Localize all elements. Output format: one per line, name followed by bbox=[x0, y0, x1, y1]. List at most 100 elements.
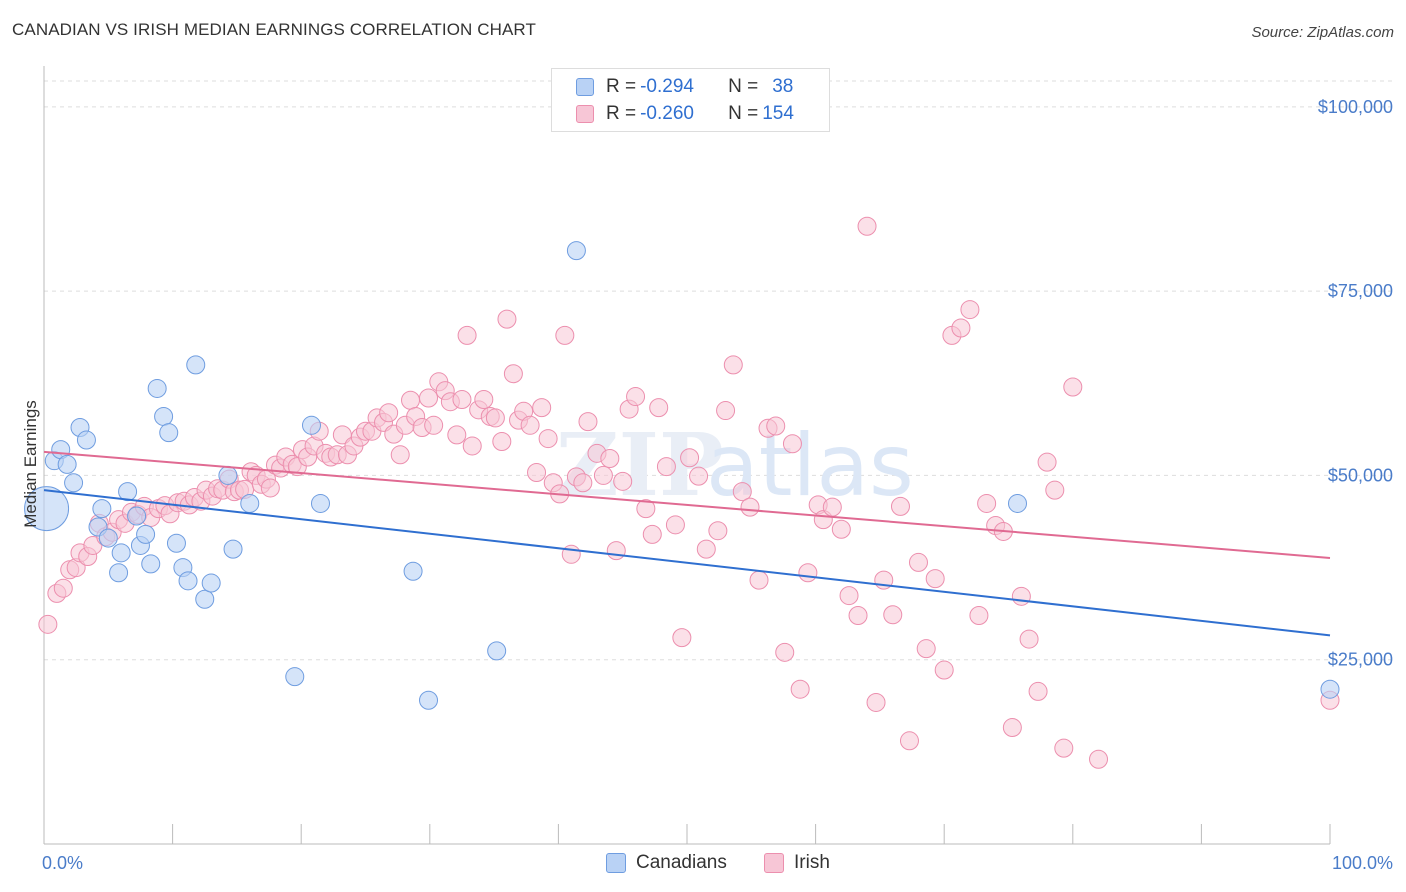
irish-point bbox=[390, 445, 410, 465]
irish-point bbox=[600, 448, 620, 468]
canadian-point bbox=[118, 482, 138, 502]
canadian-point bbox=[109, 563, 129, 583]
trend-lines bbox=[43, 450, 1331, 637]
x-tick-label: 100.0% bbox=[1332, 853, 1393, 873]
irish-point bbox=[606, 541, 626, 561]
canadian-point bbox=[201, 573, 221, 593]
irish-swatch bbox=[576, 105, 594, 123]
canadian-point bbox=[403, 561, 423, 581]
legend-n-value: 154 bbox=[762, 103, 794, 124]
y-tick-labels: $25,000 $50,000 $75,000 $100,000 bbox=[1318, 97, 1393, 670]
canadian-point bbox=[1320, 679, 1340, 699]
chart-source: Source: ZipAtlas.com bbox=[1251, 24, 1394, 41]
irish-point bbox=[716, 401, 736, 421]
irish-point bbox=[538, 429, 558, 449]
irish-point bbox=[527, 462, 547, 482]
irish-point bbox=[649, 398, 669, 418]
irish-point bbox=[1011, 586, 1031, 606]
canadian-point bbox=[147, 378, 167, 398]
irish-point bbox=[766, 416, 786, 436]
irish-point bbox=[831, 519, 851, 539]
irish-point bbox=[656, 457, 676, 477]
irish-point bbox=[573, 473, 593, 493]
canadian-point bbox=[195, 589, 215, 609]
irish-point bbox=[492, 432, 512, 452]
irish-point bbox=[1019, 629, 1039, 649]
irish-point bbox=[555, 325, 575, 345]
zip-watermark: ZIP atlas bbox=[556, 415, 914, 516]
irish-point bbox=[485, 408, 505, 428]
canadian-point bbox=[127, 506, 147, 526]
irish-point bbox=[642, 524, 662, 544]
canadian-point bbox=[310, 493, 330, 513]
canadian-point bbox=[64, 473, 84, 493]
legend-row-irish: R = -0.260 N = 154 bbox=[576, 103, 794, 125]
canadian-point bbox=[566, 241, 586, 261]
canadian-point bbox=[240, 493, 260, 513]
irish-point bbox=[899, 731, 919, 751]
canadian-point bbox=[57, 454, 77, 474]
irish-point bbox=[723, 355, 743, 375]
svg-text:ZIP: ZIP bbox=[556, 415, 724, 516]
irish-point bbox=[401, 390, 421, 410]
chart-title: CANADIAN VS IRISH MEDIAN EARNINGS CORREL… bbox=[12, 20, 536, 39]
gridlines bbox=[44, 80, 1392, 661]
canadian-point bbox=[1008, 493, 1028, 513]
irish-point bbox=[626, 387, 646, 407]
irish-point bbox=[1089, 749, 1109, 769]
canadian-point bbox=[301, 415, 321, 435]
irish-point bbox=[977, 493, 997, 513]
irish-point bbox=[1002, 718, 1022, 738]
irish-point bbox=[883, 605, 903, 625]
x-tick-label: 0.0% bbox=[42, 853, 83, 873]
irish-point bbox=[1028, 681, 1048, 701]
irish-point bbox=[38, 614, 58, 634]
irish-point bbox=[916, 639, 936, 659]
irish-point bbox=[672, 628, 692, 648]
irish-point bbox=[749, 570, 769, 590]
legend-label-canadians: Canadians bbox=[636, 852, 727, 873]
irish-point bbox=[696, 539, 716, 559]
irish-point bbox=[775, 642, 795, 662]
irish-point bbox=[740, 497, 760, 517]
series-legend: Canadians Irish bbox=[0, 852, 1406, 876]
irish-point bbox=[1063, 377, 1083, 397]
canadian-point bbox=[111, 543, 131, 563]
canadians-trend-line bbox=[43, 489, 1331, 637]
y-tick-label: $25,000 bbox=[1328, 650, 1393, 670]
irish-point bbox=[1037, 452, 1057, 472]
canadian-point bbox=[419, 690, 439, 710]
irish-point bbox=[447, 425, 467, 445]
legend-r-label: R = bbox=[606, 76, 637, 97]
legend-r-label: R = bbox=[606, 103, 637, 124]
canadian-points bbox=[24, 241, 1340, 710]
irish-point bbox=[1054, 738, 1074, 758]
irish-point bbox=[520, 415, 540, 435]
irish-point bbox=[680, 448, 700, 468]
irish-point bbox=[969, 605, 989, 625]
irish-swatch bbox=[764, 853, 784, 873]
irish-point bbox=[613, 471, 633, 491]
irish-point bbox=[636, 499, 656, 519]
canadian-point bbox=[218, 465, 238, 485]
irish-point bbox=[839, 586, 859, 606]
legend-item-irish: Irish bbox=[764, 852, 830, 874]
canadian-point bbox=[141, 554, 161, 574]
canadian-point bbox=[487, 641, 507, 661]
correlation-legend: R = -0.294 N = 38 R = -0.260 N = 154 bbox=[551, 68, 830, 132]
y-tick-label: $50,000 bbox=[1328, 465, 1393, 485]
irish-point bbox=[452, 390, 472, 410]
canadian-point bbox=[92, 499, 112, 519]
canadians-swatch bbox=[576, 78, 594, 96]
irish-point bbox=[457, 325, 477, 345]
irish-point bbox=[848, 605, 868, 625]
canadian-point bbox=[24, 486, 70, 532]
irish-point bbox=[866, 692, 886, 712]
canadian-point bbox=[166, 533, 186, 553]
y-axis-label: Median Earnings bbox=[21, 400, 40, 528]
irish-point bbox=[503, 364, 523, 384]
irish-point bbox=[578, 412, 598, 432]
irish-point bbox=[53, 578, 73, 598]
irish-point bbox=[379, 403, 399, 423]
irish-point bbox=[798, 563, 818, 583]
